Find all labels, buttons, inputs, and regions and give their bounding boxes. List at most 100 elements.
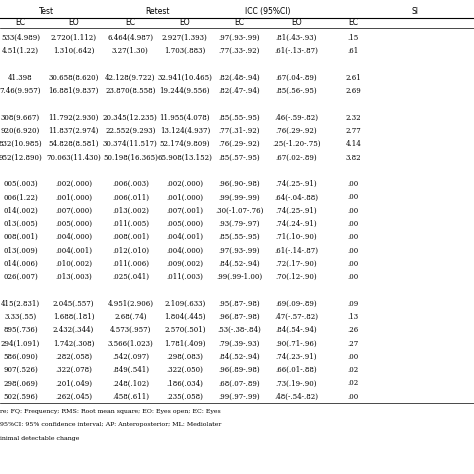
Text: 2.69: 2.69 <box>345 87 361 95</box>
Text: 4.51(1.22): 4.51(1.22) <box>2 47 39 55</box>
Text: 19.244(9.556): 19.244(9.556) <box>160 87 210 95</box>
Text: 4.14: 4.14 <box>345 140 361 148</box>
Text: .84(.52-.94): .84(.52-.94) <box>219 353 260 361</box>
Text: .81(.43-.93): .81(.43-.93) <box>275 34 317 42</box>
Text: 005(.003): 005(.003) <box>3 180 38 188</box>
Text: .542(.097): .542(.097) <box>112 353 149 361</box>
Text: .66(.01-.88): .66(.01-.88) <box>275 366 317 374</box>
Text: 3.27(1.30): 3.27(1.30) <box>112 47 149 55</box>
Text: .025(.041): .025(.041) <box>112 273 149 281</box>
Text: 014(.006): 014(.006) <box>3 260 38 268</box>
Text: .85(.55-.95): .85(.55-.95) <box>219 233 260 241</box>
Text: .262(.045): .262(.045) <box>55 393 92 401</box>
Text: .70(.12-.90): .70(.12-.90) <box>275 273 317 281</box>
Text: 586(.090): 586(.090) <box>3 353 38 361</box>
Text: .26: .26 <box>347 326 359 334</box>
Text: 920(6.920): 920(6.920) <box>1 127 40 135</box>
Text: Test: Test <box>39 8 55 16</box>
Text: .90(.71-.96): .90(.71-.96) <box>275 339 317 347</box>
Text: .82(.47-.94): .82(.47-.94) <box>219 87 260 95</box>
Text: .007(.000): .007(.000) <box>55 207 92 215</box>
Text: .008(.001): .008(.001) <box>112 233 149 241</box>
Text: .72(.17-.90): .72(.17-.90) <box>275 260 317 268</box>
Text: .00: .00 <box>347 180 359 188</box>
Text: 415(2.831): 415(2.831) <box>1 300 40 308</box>
Text: .74(.25-.91): .74(.25-.91) <box>275 207 317 215</box>
Text: .006(.011): .006(.011) <box>112 193 149 201</box>
Text: .30(-1.07-.76): .30(-1.07-.76) <box>215 207 264 215</box>
Text: .001(.000): .001(.000) <box>55 193 92 201</box>
Text: .76(.29-.92): .76(.29-.92) <box>219 140 260 148</box>
Text: 41.398: 41.398 <box>8 74 33 82</box>
Text: .84(.54-.94): .84(.54-.94) <box>275 326 317 334</box>
Text: 95%CI: 95% confidence interval; AP: Anteroposterior; ML: Mediolater: 95%CI: 95% confidence interval; AP: Ante… <box>0 422 221 428</box>
Text: 23.870(8.558): 23.870(8.558) <box>105 87 155 95</box>
Text: .282(.058): .282(.058) <box>55 353 92 361</box>
Text: 2.77: 2.77 <box>345 127 361 135</box>
Text: .322(.050): .322(.050) <box>166 366 203 374</box>
Text: .85(.55-.95): .85(.55-.95) <box>219 114 260 122</box>
Text: 502(.596): 502(.596) <box>3 393 38 401</box>
Text: 026(.007): 026(.007) <box>3 273 38 281</box>
Text: .004(.000): .004(.000) <box>166 246 203 255</box>
Text: .004(.000): .004(.000) <box>55 233 92 241</box>
Text: .011(.003): .011(.003) <box>166 273 203 281</box>
Text: .95(.87-.98): .95(.87-.98) <box>219 300 260 308</box>
Text: .99(.97-.99): .99(.97-.99) <box>219 393 260 401</box>
Text: 3.82: 3.82 <box>346 154 361 162</box>
Text: .47(-.57-.82): .47(-.57-.82) <box>274 313 318 321</box>
Text: 2.61: 2.61 <box>345 74 361 82</box>
Text: 20.345(12.235): 20.345(12.235) <box>103 114 158 122</box>
Text: .007(.001): .007(.001) <box>166 207 203 215</box>
Text: .76(.29-.92): .76(.29-.92) <box>275 127 317 135</box>
Text: 006(1.22): 006(1.22) <box>3 193 38 201</box>
Text: .186(.034): .186(.034) <box>166 380 203 387</box>
Text: .97(.93-.99): .97(.93-.99) <box>219 34 260 42</box>
Text: 008(.001): 008(.001) <box>3 233 38 241</box>
Text: .46(-.59-.82): .46(-.59-.82) <box>274 114 318 122</box>
Text: 2.109(.633): 2.109(.633) <box>164 300 206 308</box>
Text: .84(.52-.94): .84(.52-.94) <box>219 260 260 268</box>
Text: .00: .00 <box>347 207 359 215</box>
Text: EC: EC <box>125 18 136 27</box>
Text: 11.955(4.078): 11.955(4.078) <box>160 114 210 122</box>
Text: .13: .13 <box>347 313 359 321</box>
Text: EO: EO <box>180 18 190 27</box>
Text: .69(.09-.89): .69(.09-.89) <box>275 300 317 308</box>
Text: .71(.10-.90): .71(.10-.90) <box>275 233 317 241</box>
Text: SI: SI <box>411 8 418 16</box>
Text: 2.32: 2.32 <box>346 114 361 122</box>
Text: 2.927(1.393): 2.927(1.393) <box>162 34 208 42</box>
Text: .82(.48-.94): .82(.48-.94) <box>219 74 260 82</box>
Text: .15: .15 <box>347 34 359 42</box>
Text: .68(.07-.89): .68(.07-.89) <box>219 380 260 387</box>
Text: .09: .09 <box>347 300 359 308</box>
Text: .48(-.54-.82): .48(-.54-.82) <box>274 393 318 401</box>
Text: 1.781(.409): 1.781(.409) <box>164 339 206 347</box>
Text: .009(.002): .009(.002) <box>166 260 203 268</box>
Text: EC: EC <box>15 18 26 27</box>
Text: 2.570(.501): 2.570(.501) <box>164 326 206 334</box>
Text: 32.941(10.465): 32.941(10.465) <box>157 74 212 82</box>
Text: 533(4.989): 533(4.989) <box>1 34 40 42</box>
Text: .322(.078): .322(.078) <box>55 366 92 374</box>
Text: .011(.006): .011(.006) <box>112 260 149 268</box>
Text: .013(.003): .013(.003) <box>55 273 92 281</box>
Text: .012(.010): .012(.010) <box>112 246 149 255</box>
Text: .005(.000): .005(.000) <box>55 220 92 228</box>
Text: 1.703(.883): 1.703(.883) <box>164 47 206 55</box>
Text: 22.552(9.293): 22.552(9.293) <box>105 127 155 135</box>
Text: EC: EC <box>234 18 245 27</box>
Text: inimal detectable change: inimal detectable change <box>0 436 79 441</box>
Text: 013(.009): 013(.009) <box>3 246 38 255</box>
Text: .005(.000): .005(.000) <box>166 220 203 228</box>
Text: 2.720(1.112): 2.720(1.112) <box>50 34 97 42</box>
Text: .00: .00 <box>347 220 359 228</box>
Text: 832(10.985): 832(10.985) <box>0 140 42 148</box>
Text: .002(.000): .002(.000) <box>166 180 203 188</box>
Text: .001(.000): .001(.000) <box>166 193 203 201</box>
Text: .02: .02 <box>347 380 359 387</box>
Text: .73(.19-.90): .73(.19-.90) <box>275 380 317 387</box>
Text: 952(12.890): 952(12.890) <box>0 154 42 162</box>
Text: .006(.003): .006(.003) <box>112 180 149 188</box>
